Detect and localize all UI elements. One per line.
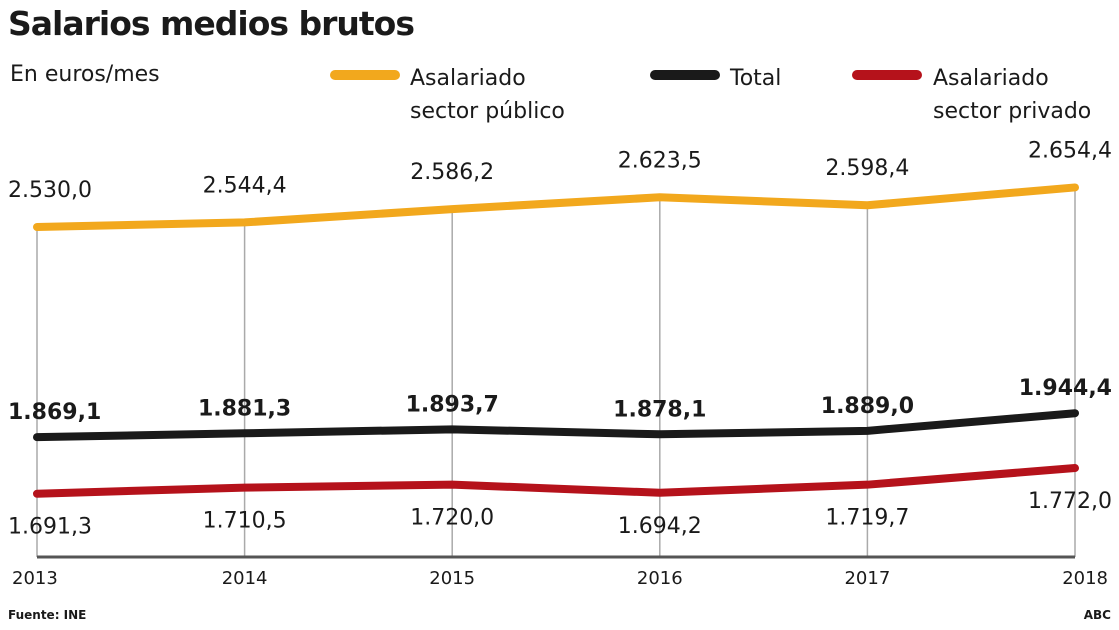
source-note: Fuente: INE [8, 608, 87, 622]
x-tick-label: 2017 [844, 568, 890, 589]
data-label: 1.881,3 [198, 396, 291, 421]
data-label: 1.719,7 [825, 506, 909, 531]
data-label: 1.710,5 [203, 509, 287, 534]
data-label: 1.889,0 [821, 394, 914, 419]
data-label: 2.654,4 [1028, 138, 1112, 163]
data-label: 1.878,1 [613, 397, 706, 422]
data-label: 1.869,1 [8, 400, 101, 425]
x-tick-label: 2014 [222, 568, 268, 589]
legend-public: Asalariado sector público [410, 62, 565, 128]
data-label: 2.530,0 [8, 178, 92, 203]
series-line-0 [33, 183, 1079, 231]
data-label: 1.694,2 [618, 514, 702, 539]
data-label: 2.598,4 [825, 156, 909, 181]
legend-public-line2: sector público [410, 99, 565, 124]
data-label: 1.772,0 [1028, 489, 1112, 514]
legend-private-line1: Asalariado [933, 66, 1049, 91]
series-line-2 [33, 464, 1079, 498]
data-label: 2.623,5 [618, 148, 702, 173]
x-tick-label: 2013 [12, 568, 58, 589]
data-label: 2.586,2 [410, 160, 494, 185]
x-tick-label: 2016 [637, 568, 683, 589]
brand-label: ABC [1083, 608, 1111, 622]
legend-swatch-public [330, 70, 400, 80]
legend-total: Total [730, 66, 782, 91]
data-label: 1.720,0 [410, 506, 494, 531]
legend-public-line1: Asalariado [410, 66, 526, 91]
data-label: 1.691,3 [8, 515, 92, 540]
legend-private-line2: sector privado [933, 99, 1092, 124]
x-tick-label: 2018 [1062, 568, 1108, 589]
y-axis-unit: En euros/mes [10, 62, 160, 87]
data-label: 1.893,7 [406, 392, 499, 417]
data-label: 1.944,4 [1019, 376, 1112, 401]
series-line-1 [33, 409, 1079, 442]
chart-title: Salarios medios brutos [8, 4, 415, 43]
x-tick-label: 2015 [429, 568, 475, 589]
legend-private: Asalariado sector privado [933, 62, 1091, 128]
legend-swatch-private [852, 70, 922, 80]
data-label: 2.544,4 [203, 173, 287, 198]
legend-swatch-total [650, 70, 720, 80]
